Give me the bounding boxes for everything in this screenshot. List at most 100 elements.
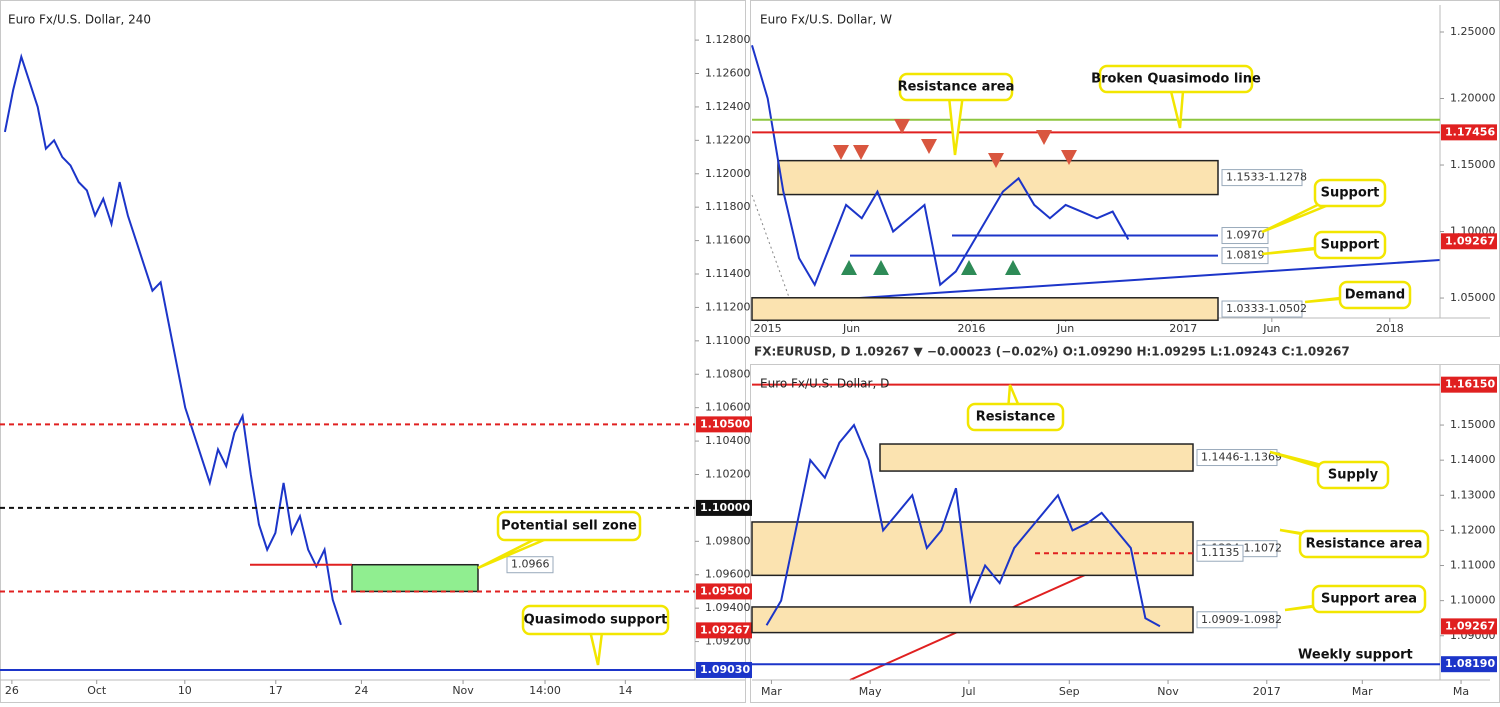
- down-arrow: [921, 139, 937, 154]
- price-tag-label: 1.09267: [700, 623, 750, 636]
- zone: [751, 521, 1194, 577]
- level-label-box: [1221, 247, 1269, 265]
- level-label: 1.0970: [1226, 229, 1265, 242]
- y-tick-label: 1.11000: [1450, 559, 1496, 572]
- zone-label: 1.1533-1.1278: [1226, 171, 1307, 184]
- x-tick-label: 2016: [958, 322, 986, 335]
- callout: [521, 604, 670, 636]
- annotation: Resistance area: [898, 80, 1015, 95]
- zone: [879, 443, 1194, 472]
- y-tick-label: 1.12400: [705, 100, 751, 113]
- annotation: Potential sell zone: [501, 519, 637, 534]
- price-tag-label: 1.09500: [700, 584, 750, 597]
- callout: [1298, 529, 1430, 559]
- annotation: Supply: [1328, 468, 1379, 483]
- y-tick-label: 1.09600: [705, 568, 751, 581]
- price-line: [751, 45, 1130, 288]
- y-tick-label: 1.14000: [1450, 453, 1496, 466]
- price-tag-label: 1.09030: [700, 663, 750, 676]
- y-tick-label: 1.10800: [705, 367, 751, 380]
- x-tick-label: 17: [269, 684, 283, 697]
- x-tick-label: Jun: [1262, 322, 1280, 335]
- x-tick-label: Sep: [1059, 685, 1080, 698]
- price-tag: [696, 499, 752, 516]
- callout: [1313, 178, 1387, 208]
- x-tick-label: Jun: [842, 322, 860, 335]
- level-label: 1.0966: [511, 558, 550, 571]
- price-tag: [1441, 656, 1497, 673]
- down-arrow: [988, 153, 1004, 168]
- y-tick-label: 1.15000: [1450, 418, 1496, 431]
- x-tick-label: Jun: [1056, 322, 1074, 335]
- price-tag: [696, 661, 752, 678]
- zone-label-box: [1221, 169, 1303, 187]
- price-tag: [1441, 233, 1497, 250]
- up-arrow: [841, 260, 857, 275]
- annotation: Resistance area: [1306, 537, 1423, 552]
- y-tick-label: 1.12800: [705, 33, 751, 46]
- price-tag-label: 1.10500: [700, 417, 750, 430]
- down-arrow: [1036, 130, 1052, 145]
- price-tag-label: 1.08190: [1445, 657, 1495, 670]
- price-tag: [1441, 124, 1497, 141]
- y-tick-label: 1.12200: [705, 133, 751, 146]
- zone: [751, 606, 1194, 634]
- up-arrow: [873, 260, 889, 275]
- y-tick-label: 1.12600: [705, 67, 751, 80]
- x-tick-label: 14: [618, 684, 632, 697]
- price-tag-label: 1.17456: [1445, 125, 1495, 138]
- price-tag: [1441, 376, 1497, 393]
- y-tick-label: 1.09800: [705, 534, 751, 547]
- up-arrow: [1005, 260, 1021, 275]
- x-tick-label: May: [859, 685, 882, 698]
- callout: [496, 510, 642, 542]
- price-tag: [696, 622, 752, 639]
- x-tick-label: 2017: [1253, 685, 1281, 698]
- panel-title: Euro Fx/U.S. Dollar, 240: [8, 13, 151, 27]
- y-tick-label: 1.10400: [705, 434, 751, 447]
- x-tick-label: 24: [354, 684, 368, 697]
- panel-title: Euro Fx/U.S. Dollar, D: [760, 377, 889, 391]
- trend-line: [751, 194, 791, 301]
- callout: [1338, 280, 1412, 310]
- level-label-box: [1221, 227, 1269, 245]
- y-tick-label: 1.05000: [1450, 291, 1496, 304]
- level-label-box: [506, 556, 554, 574]
- x-tick-label: Nov: [452, 684, 474, 697]
- x-tick-label: 2017: [1169, 322, 1197, 335]
- y-tick-label: 1.10200: [705, 467, 751, 480]
- down-arrow: [833, 145, 849, 160]
- y-tick-label: 1.15000: [1450, 158, 1496, 171]
- y-tick-label: 1.25000: [1450, 25, 1496, 38]
- zone-label-box: [1196, 449, 1278, 467]
- zone: [751, 297, 1219, 322]
- annotation: Demand: [1345, 288, 1406, 303]
- zone-label-box: [1196, 611, 1278, 629]
- y-tick-label: 1.10000: [1450, 594, 1496, 607]
- y-tick-label: 1.11600: [705, 234, 751, 247]
- annotation: Support area: [1321, 592, 1417, 607]
- x-tick-label: 10: [178, 684, 192, 697]
- zone: [777, 159, 1219, 196]
- price-tag: [696, 416, 752, 433]
- callout: [1316, 460, 1390, 490]
- y-tick-label: 1.12000: [705, 167, 751, 180]
- zone-label: 1.0909-1.0982: [1201, 613, 1282, 626]
- down-arrow: [1061, 150, 1077, 165]
- panel-frame: [0, 0, 746, 703]
- callout: [1098, 64, 1254, 94]
- x-tick-label: Mar: [761, 685, 782, 698]
- y-tick-label: 1.11000: [705, 334, 751, 347]
- zone: [351, 563, 479, 593]
- x-tick-label: Mar: [1352, 685, 1373, 698]
- x-tick-label: 26: [5, 684, 19, 697]
- down-arrow: [853, 145, 869, 160]
- panel-title: Euro Fx/U.S. Dollar, W: [760, 13, 892, 27]
- x-tick-label: 2018: [1376, 322, 1404, 335]
- annotation: Quasimodo support: [524, 613, 668, 628]
- level-label: 1.0819: [1226, 249, 1265, 262]
- level-label-box: [1196, 544, 1244, 562]
- zone-label: 1.0333-1.0502: [1226, 302, 1307, 315]
- level-label: 1.1135: [1201, 546, 1240, 559]
- annotation: Support: [1321, 186, 1380, 201]
